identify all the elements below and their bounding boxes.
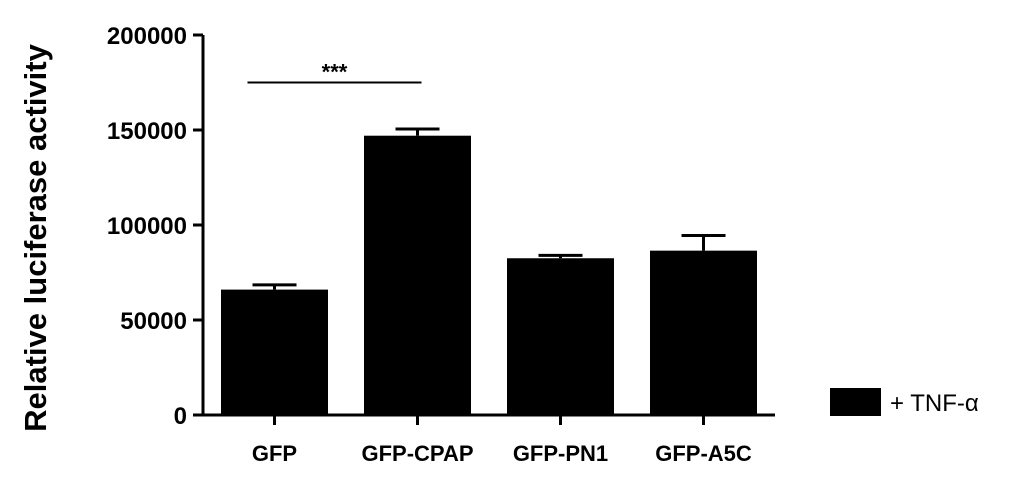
bar [221, 289, 328, 415]
x-tick-label: GFP-A5C [655, 441, 752, 466]
legend: + TNF-α [830, 388, 979, 417]
legend-label: + TNF-α [890, 390, 979, 417]
y-tick-label: 150000 [107, 118, 187, 145]
annotations: *** [247, 60, 422, 85]
x-tick-label: GFP-PN1 [513, 441, 608, 466]
legend-swatch [830, 388, 881, 416]
y-axis-label: Relative luciferase activity [18, 43, 53, 431]
bar [507, 258, 614, 415]
y-tick-label: 100000 [107, 213, 187, 240]
y-tick-label: 200000 [107, 23, 187, 50]
bar [650, 250, 757, 415]
x-tick-label: GFP [252, 441, 297, 466]
bars [221, 127, 757, 415]
y-tick-label: 0 [174, 403, 187, 430]
y-tick-label: 50000 [120, 308, 187, 335]
bar [364, 135, 471, 415]
tick-labels: 0 50000 100000 150000 200000 GFP GFP-CPAP GFP-P… [107, 23, 752, 466]
significance-label: *** [322, 60, 348, 85]
x-tick-label: GFP-CPAP [361, 441, 473, 466]
